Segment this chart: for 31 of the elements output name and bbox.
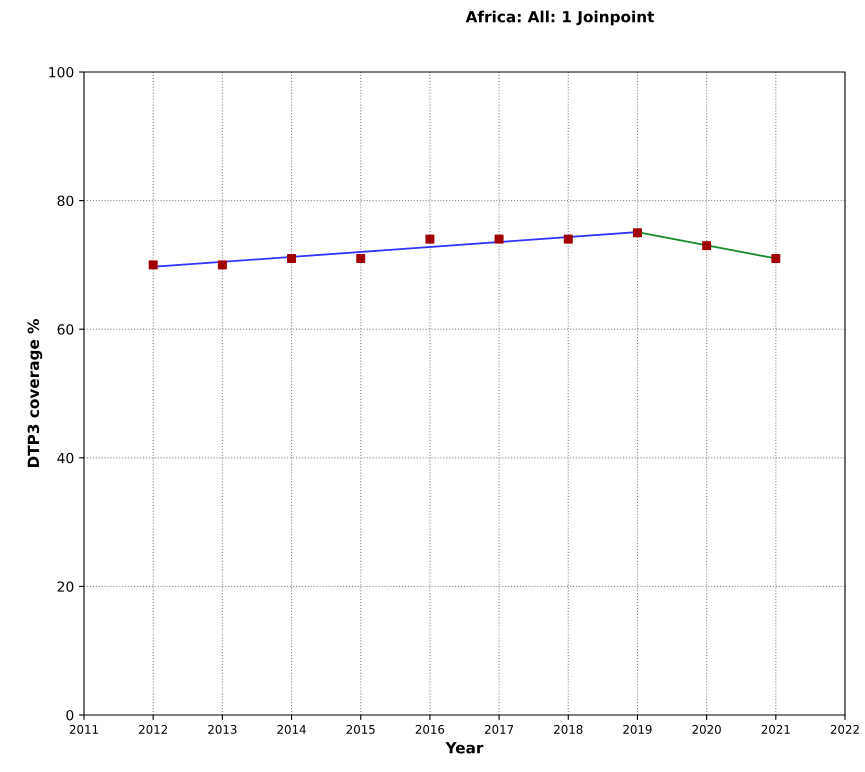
x-tick-label: 2018 (554, 724, 582, 734)
point (148, 260, 158, 270)
point (564, 234, 573, 244)
x-tick-label: 2019 (623, 724, 652, 734)
x-tick-label: 2012 (139, 724, 168, 734)
x-tick-label: 2015 (346, 724, 375, 734)
x-tick-label: 2022 (830, 724, 859, 734)
point (287, 254, 296, 263)
x-axis-title: Year (445, 742, 484, 754)
x-tick-label: 2014 (277, 724, 306, 734)
point (425, 234, 434, 244)
x-tick-label: 2011 (70, 724, 98, 734)
x-tick-label: 2013 (208, 724, 236, 734)
y-tick-label: 0 (66, 710, 74, 720)
y-tick-label: 60 (58, 324, 74, 335)
x-tick-label: 2020 (692, 724, 721, 734)
point (702, 241, 712, 250)
y-tick-label: 40 (57, 452, 74, 464)
point (218, 260, 227, 270)
y-axis-title: DTP3 coverage % (28, 319, 42, 468)
y-tick-label: 100 (49, 66, 74, 78)
x-tick-label: 2021 (762, 724, 790, 734)
chart-title: Africa: All: 1 Joinpoint (466, 10, 654, 26)
x-tick-label: 2016 (416, 724, 444, 734)
y-tick-label: 20 (58, 581, 74, 592)
point (356, 254, 366, 263)
y-tick-label: 80 (58, 196, 74, 206)
point (771, 254, 780, 263)
point (494, 234, 504, 244)
point (632, 228, 642, 238)
x-tick-label: 2017 (484, 724, 514, 734)
